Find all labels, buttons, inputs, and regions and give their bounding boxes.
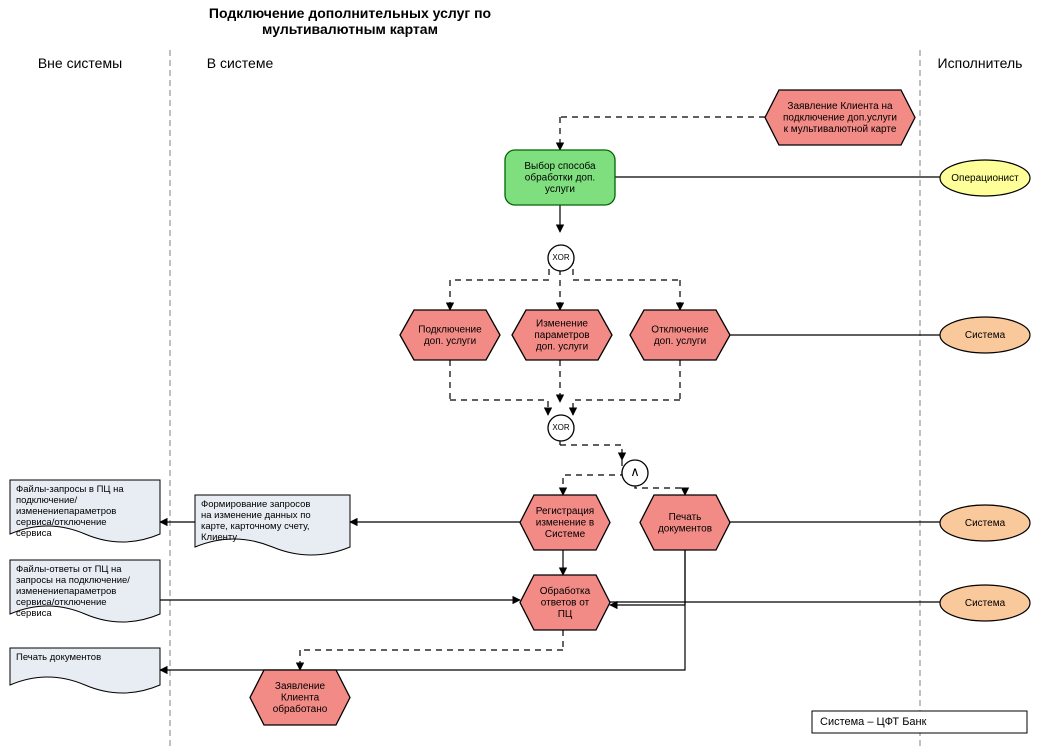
svg-text:Система: Система bbox=[965, 518, 1006, 529]
svg-text:Изменениепараметровдоп. услуги: Изменениепараметровдоп. услуги bbox=[534, 318, 589, 352]
svg-text:Система – ЦФТ Банк: Система – ЦФТ Банк bbox=[820, 716, 927, 728]
svg-text:Подключениедоп. услуги: Подключениедоп. услуги bbox=[418, 324, 482, 347]
svg-text:Система: Система bbox=[965, 330, 1006, 341]
svg-text:Операционист: Операционист bbox=[951, 173, 1019, 184]
svg-text:Исполнитель: Исполнитель bbox=[938, 55, 1023, 71]
node-n_doc_print: Печать документов bbox=[10, 648, 160, 693]
svg-text:Печать документов: Печать документов bbox=[16, 652, 101, 663]
svg-text:XOR: XOR bbox=[552, 423, 570, 432]
svg-text:В системе: В системе bbox=[207, 55, 274, 71]
svg-text:Заявление Клиента наподключени: Заявление Клиента наподключение доп.услу… bbox=[783, 101, 897, 135]
svg-text:Вне системы: Вне системы bbox=[38, 55, 122, 71]
svg-text:∧: ∧ bbox=[630, 464, 640, 479]
svg-text:Подключение дополнительных усл: Подключение дополнительных услуг помульт… bbox=[209, 5, 491, 37]
node-n_doc_resp: Файлы-ответы от ПЦ назапросы на подключе… bbox=[10, 560, 160, 622]
node-n_doc_form: Формирование запросовна изменение данных… bbox=[195, 495, 350, 555]
svg-text:Система: Система bbox=[965, 598, 1006, 609]
node-n_doc_req: Файлы-запросы в ПЦ наподключение/изменен… bbox=[10, 480, 160, 542]
svg-text:XOR: XOR bbox=[552, 253, 570, 262]
svg-text:Отключениедоп. услуги: Отключениедоп. услуги bbox=[651, 324, 709, 347]
